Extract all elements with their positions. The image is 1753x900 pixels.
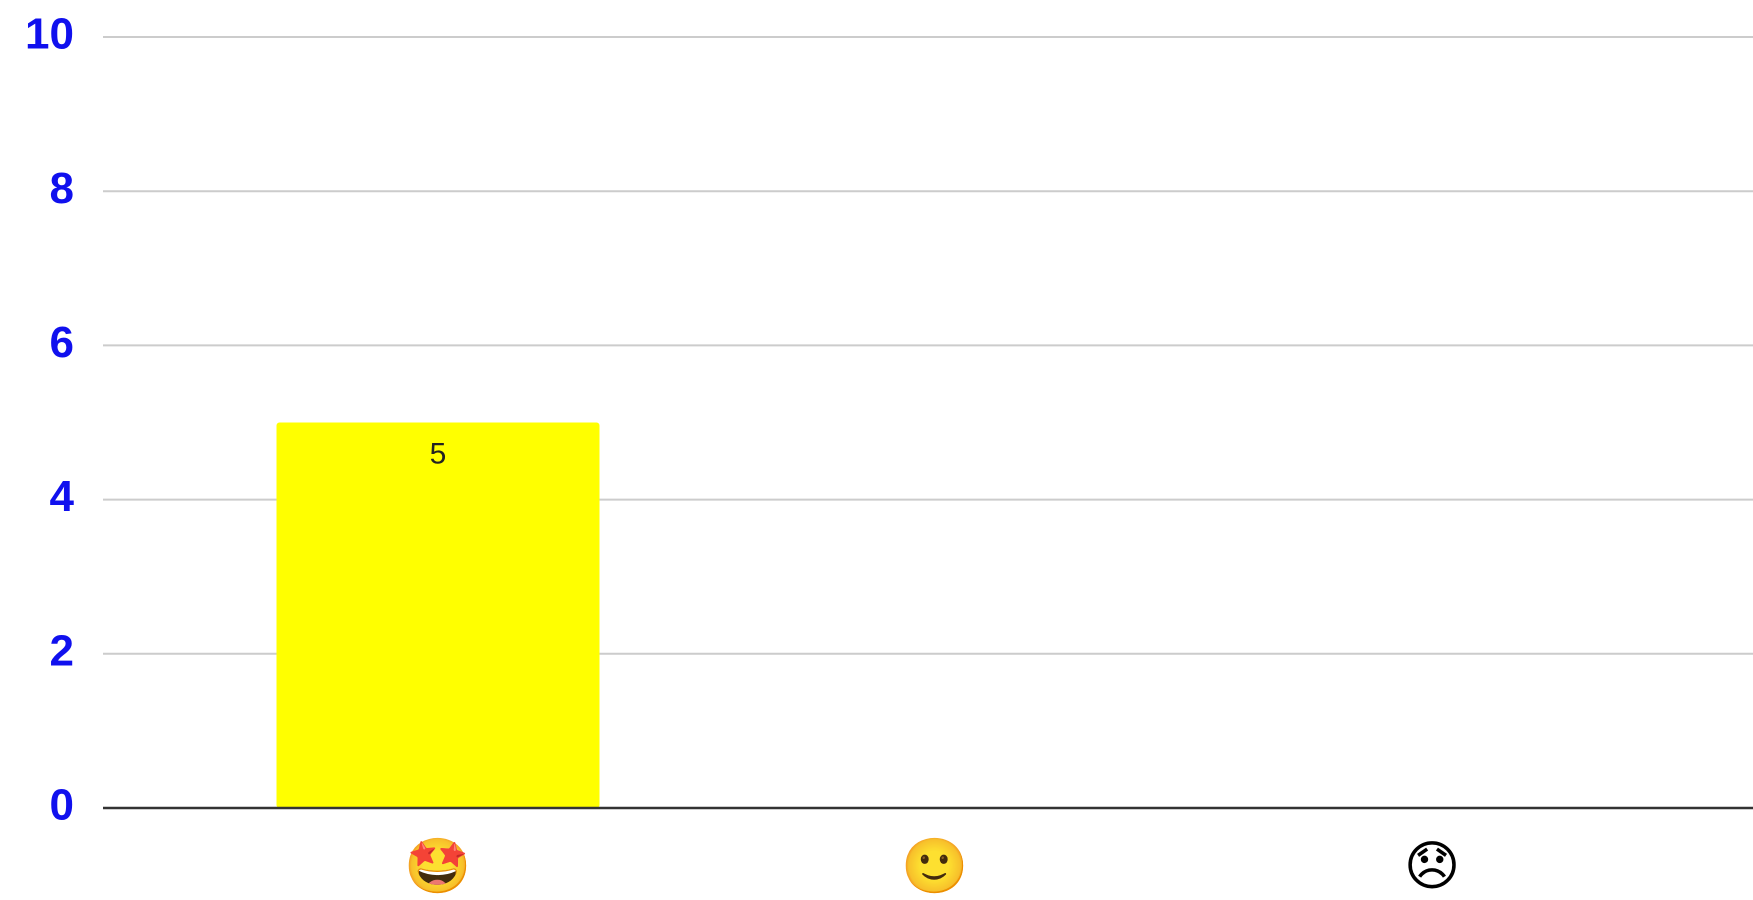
y-tick-label: 4 xyxy=(50,472,75,521)
x-tick-label: 🤩 xyxy=(404,835,471,898)
value-label: 5 xyxy=(430,437,447,470)
x-tick-label: 🙂 xyxy=(901,835,968,898)
x-tick-label: 😞 xyxy=(1404,835,1460,898)
y-tick-label: 8 xyxy=(50,164,74,213)
bar xyxy=(276,422,600,808)
y-tick-label: 2 xyxy=(50,626,74,675)
y-tick-label: 0 xyxy=(50,781,74,830)
y-tick-label: 6 xyxy=(50,318,74,367)
y-tick-label: 10 xyxy=(25,10,74,59)
